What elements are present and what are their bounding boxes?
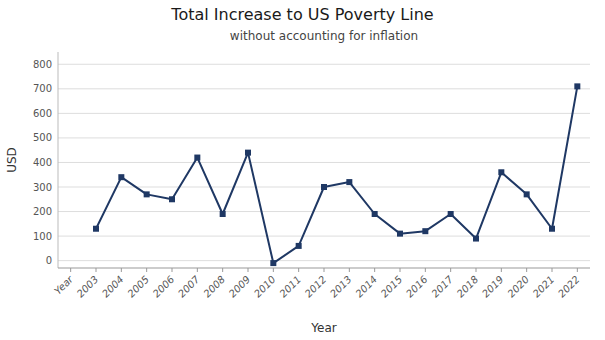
grid-line — [58, 211, 590, 212]
marker — [169, 196, 175, 202]
marker — [245, 150, 251, 156]
x-tick-label: 2014 — [353, 274, 379, 300]
y-tick-label: 200 — [33, 206, 52, 217]
grid-line — [58, 162, 590, 163]
x-tick-label: 2011 — [277, 274, 303, 300]
x-tick-label: 2007 — [176, 273, 202, 299]
x-tick — [324, 268, 325, 272]
x-tick — [425, 268, 426, 272]
x-tick-label: 2022 — [556, 274, 582, 300]
marker — [118, 174, 124, 180]
grid-line — [58, 260, 590, 261]
marker — [372, 211, 378, 217]
x-tick-label: 2009 — [227, 274, 253, 300]
x-tick-label: 2003 — [75, 274, 101, 300]
x-tick — [552, 268, 553, 272]
marker — [574, 83, 580, 89]
marker — [93, 226, 99, 232]
y-tick-label: 100 — [33, 231, 52, 242]
grid — [58, 64, 590, 260]
line — [96, 86, 577, 263]
x-tick — [146, 268, 147, 272]
marker — [498, 169, 504, 175]
x-tick-label: 2010 — [252, 274, 278, 300]
x-tick-label: 2020 — [505, 274, 531, 300]
x-tick-label: 2015 — [379, 274, 405, 300]
y-tick-label: 700 — [33, 83, 52, 94]
x-tick — [298, 268, 299, 272]
marker — [144, 191, 150, 197]
x-tick-label: 2006 — [151, 274, 177, 300]
x-tick-label: 2013 — [328, 274, 354, 300]
x-tick — [400, 268, 401, 272]
y-tick-label: 600 — [33, 108, 52, 119]
grid-line — [58, 113, 590, 114]
marker — [473, 236, 479, 242]
grid-line — [58, 137, 590, 138]
x-axis-label: Year — [310, 321, 336, 335]
y-axis-label: USD — [5, 147, 19, 173]
y-tick-label: 300 — [33, 182, 52, 193]
grid-line — [58, 236, 590, 237]
x-tick-label: 2018 — [455, 274, 481, 300]
marker — [220, 211, 226, 217]
marker — [346, 179, 352, 185]
y-tick-label: 500 — [33, 132, 52, 143]
subtitle: without accounting for inflation — [230, 29, 418, 43]
x-tick — [172, 268, 173, 272]
marker — [524, 191, 530, 197]
y-axis-line — [58, 52, 59, 268]
x-tick — [197, 268, 198, 272]
marker — [296, 243, 302, 249]
x-tick-label: 2004 — [100, 274, 126, 300]
y-tick-label: 0 — [46, 255, 52, 266]
grid-line — [58, 88, 590, 89]
x-tick — [450, 268, 451, 272]
x-tick-label: Year — [52, 273, 76, 297]
x-tick-label: 2017 — [429, 273, 455, 299]
marker — [397, 231, 403, 237]
y-tick-label: 800 — [33, 59, 52, 70]
x-tick-label: 2021 — [531, 274, 557, 300]
marker — [321, 184, 327, 190]
marker — [549, 226, 555, 232]
x-tick-label: 2008 — [201, 274, 227, 300]
x-tick — [121, 268, 122, 272]
x-tick — [501, 268, 502, 272]
x-tick-label: 2019 — [480, 274, 506, 300]
grid-line — [58, 64, 590, 65]
title: Total Increase to US Poverty Line — [170, 5, 433, 24]
x-tick — [222, 268, 223, 272]
x-tick — [526, 268, 527, 272]
x-tick — [476, 268, 477, 272]
x-tick — [70, 268, 71, 272]
x-tick-label: 2016 — [404, 274, 430, 300]
plot-data — [93, 83, 580, 266]
background — [0, 0, 605, 340]
x-tick — [349, 268, 350, 272]
marker — [448, 211, 454, 217]
y-tick-label: 400 — [33, 157, 52, 168]
x-tick — [273, 268, 274, 272]
chart: Total Increase to US Poverty Line without… — [0, 0, 605, 340]
x-tick-label: 2005 — [125, 274, 151, 300]
x-tick — [577, 268, 578, 272]
x-tick-label: 2012 — [303, 274, 329, 300]
x-tick — [96, 268, 97, 272]
x-tick — [248, 268, 249, 272]
marker — [270, 260, 276, 266]
x-tick — [374, 268, 375, 272]
marker — [194, 155, 200, 161]
marker — [422, 228, 428, 234]
